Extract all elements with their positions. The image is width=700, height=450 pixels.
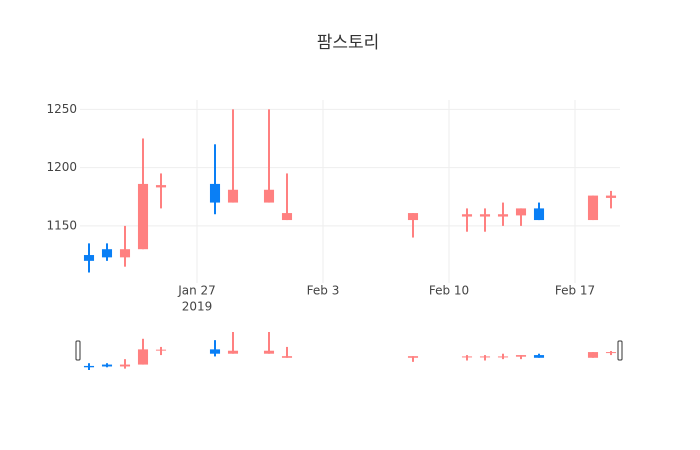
candle-body [281, 213, 293, 221]
slider-candle-body [263, 350, 275, 354]
slider-candle-body [515, 355, 527, 357]
candle-body [605, 195, 617, 198]
candle-body [515, 208, 527, 216]
slider-candle-body [479, 356, 491, 358]
x-tick-label: Feb 17 [555, 284, 595, 298]
slider-candle-body [497, 356, 509, 358]
slider-candle-body [533, 355, 545, 358]
candle-body [407, 213, 419, 221]
slider-candle-body [587, 352, 599, 358]
chart-title: 팜스토리 [317, 33, 380, 53]
slider-candle-body [137, 349, 149, 365]
candle-body [155, 185, 167, 188]
candle-body [101, 249, 113, 258]
slider-candle-body [119, 364, 131, 367]
y-tick-label: 1250 [46, 102, 77, 116]
x-tick-year: 2019 [182, 300, 213, 314]
slider-candle-body [605, 352, 617, 354]
candle-body [209, 183, 221, 203]
slider-candle-body [101, 364, 113, 367]
candle-body [263, 189, 275, 203]
x-tick-label: Feb 3 [307, 284, 340, 298]
x-tick-label: Jan 27 [177, 284, 216, 298]
slider-handle[interactable] [75, 340, 81, 361]
slider-candle-body [209, 349, 221, 354]
candle-body [137, 183, 149, 250]
candle-body [227, 189, 239, 203]
slider-candle-body [461, 356, 473, 358]
slider-candle-body [407, 356, 419, 358]
x-tick-label: Feb 10 [429, 284, 469, 298]
y-tick-label: 1150 [46, 218, 77, 232]
candle-body [119, 249, 131, 258]
slider-handle[interactable] [617, 340, 623, 361]
slider-candle-body [281, 356, 293, 358]
slider-candle-body [227, 350, 239, 354]
candle-body [587, 195, 599, 221]
candle-body [83, 255, 95, 261]
slider-candle-body [155, 349, 167, 351]
candle-body [497, 214, 509, 217]
candle-body [533, 208, 545, 221]
slider-candle-body [83, 365, 95, 368]
candle-body [479, 214, 491, 217]
y-tick-label: 1200 [46, 160, 77, 174]
candle-body [461, 214, 473, 217]
